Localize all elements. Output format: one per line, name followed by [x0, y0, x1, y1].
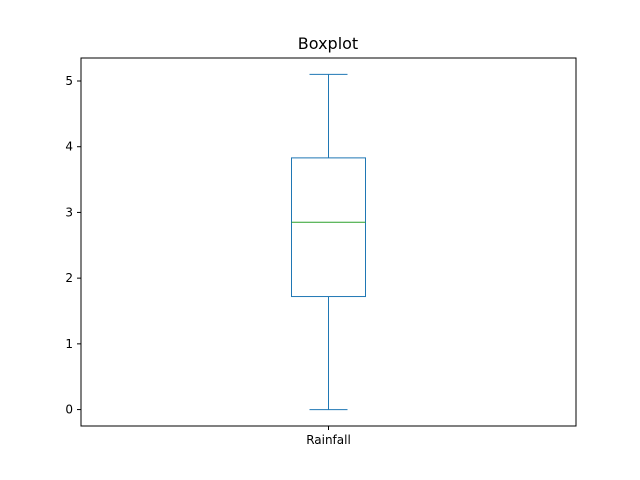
- y-tick-label: 1: [65, 337, 73, 351]
- y-tick-label: 2: [65, 271, 73, 285]
- iqr-box: [291, 157, 366, 298]
- y-tick-label: 5: [65, 74, 73, 88]
- y-tick-label: 0: [65, 403, 73, 417]
- chart-title: Boxplot: [298, 34, 358, 53]
- y-tick-label: 4: [65, 140, 73, 154]
- plot-area: 0 1 2 3 4 5 Rainfall: [65, 57, 577, 447]
- x-tick-label: Rainfall: [306, 433, 351, 447]
- y-tick-label: 3: [65, 205, 73, 219]
